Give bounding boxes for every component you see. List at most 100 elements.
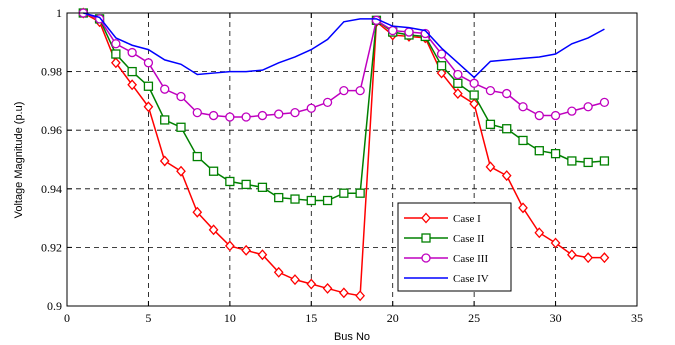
data-point-case-ii: [241, 179, 251, 190]
series-case-iv: [83, 12, 605, 79]
data-point-case-i: [469, 98, 480, 110]
data-point-case-ii: [143, 81, 154, 91]
data-point-case-iii: [143, 58, 154, 68]
y-tick-label: 1: [56, 6, 62, 20]
data-point-case-iii: [208, 110, 219, 121]
legend-item-case-i: Case I: [404, 212, 481, 225]
x-tick-label: 0: [64, 311, 70, 325]
legend-marker: [421, 253, 431, 263]
data-point-case-ii: [274, 192, 284, 203]
data-point-case-i: [322, 282, 333, 294]
data-point-case-i: [355, 290, 366, 302]
plot-frame: [66, 12, 638, 307]
x-tick-label: 10: [224, 311, 236, 325]
data-point-case-ii: [225, 176, 235, 187]
data-point-case-i: [338, 287, 349, 299]
data-point-case-i: [306, 278, 317, 290]
data-point-case-i: [110, 57, 121, 69]
data-point-case-ii: [208, 166, 219, 176]
legend-label: Case IV: [453, 273, 489, 285]
data-point-case-i: [485, 161, 496, 173]
grid-lines: [67, 13, 637, 306]
data-point-case-iii: [502, 88, 512, 99]
data-point-case-i: [192, 206, 203, 218]
data-point-case-iii: [534, 110, 544, 121]
data-point-case-i: [176, 165, 186, 177]
data-point-case-iii: [290, 107, 300, 118]
legend-marker: [421, 233, 431, 243]
data-point-case-iii: [192, 107, 202, 118]
data-point-case-ii: [550, 148, 561, 159]
data-point-case-ii: [355, 188, 365, 198]
data-point-case-iii: [518, 102, 528, 112]
data-point-case-i: [534, 227, 545, 239]
data-point-case-ii: [306, 195, 316, 206]
x-tick-label: 5: [145, 311, 151, 325]
axis-ticks: 0 5 10 15 20 25 30 35 0.9 0.92 0.94 0.96 0.98 1: [41, 6, 643, 325]
y-tick-label: 0.96: [41, 123, 62, 137]
data-point-case-i: [241, 244, 252, 256]
data-point-case-iii: [567, 106, 577, 116]
y-tick-label: 0.98: [41, 65, 62, 79]
data-point-case-ii: [502, 124, 512, 134]
data-point-case-i: [208, 224, 219, 236]
data-point-case-iii: [583, 102, 593, 112]
legend-item-case-iv: Case IV: [404, 273, 489, 285]
x-tick-label: 30: [550, 311, 562, 325]
data-point-case-ii: [453, 78, 463, 88]
y-axis-label: Voltage Magnitude (p.u): [13, 102, 25, 219]
data-point-case-ii: [599, 156, 610, 166]
data-point-case-i: [501, 170, 512, 182]
data-point-case-iii: [388, 25, 398, 36]
data-point-case-i: [143, 101, 154, 113]
data-point-case-ii: [257, 182, 268, 192]
legend-item-case-iii: Case III: [404, 253, 488, 265]
data-point-case-ii: [567, 156, 577, 166]
data-point-case-i: [599, 252, 610, 264]
plot-area: [67, 13, 637, 306]
data-point-case-iii: [306, 103, 316, 113]
data-point-case-i: [518, 202, 528, 214]
data-point-case-iii: [339, 85, 349, 96]
x-tick-label: 20: [387, 311, 399, 325]
data-point-case-ii: [485, 119, 496, 129]
x-tick-label: 15: [305, 311, 317, 325]
x-tick-label: 35: [631, 311, 643, 325]
data-point-case-i: [257, 249, 268, 261]
data-point-case-ii: [176, 122, 186, 132]
data-point-case-ii: [469, 90, 479, 100]
data-point-case-iii: [241, 112, 251, 122]
data-point-case-iii: [274, 109, 284, 119]
data-point-case-i: [566, 249, 577, 261]
data-point-case-iii: [322, 97, 333, 108]
data-point-case-iii: [436, 49, 447, 59]
data-point-case-iii: [453, 69, 463, 80]
series-layer: [78, 7, 610, 302]
data-point-case-i: [436, 67, 447, 79]
data-point-case-iii: [176, 91, 186, 102]
data-point-case-i: [159, 155, 170, 167]
series-case-iii: [78, 8, 610, 122]
data-point-case-iii: [111, 39, 121, 49]
data-point-case-iii: [420, 28, 430, 39]
data-point-case-ii: [339, 188, 349, 198]
data-point-case-ii: [127, 66, 137, 77]
data-point-case-iii: [404, 27, 414, 37]
data-point-case-ii: [534, 146, 544, 156]
x-tick-label: 25: [468, 311, 480, 325]
data-point-case-iii: [355, 85, 365, 96]
data-point-case-iii: [160, 84, 170, 94]
data-point-case-ii: [322, 195, 333, 206]
data-point-case-iii: [550, 110, 561, 121]
data-point-case-ii: [192, 151, 202, 162]
data-point-case-iii: [469, 78, 479, 88]
data-point-case-iii: [127, 47, 137, 58]
data-point-case-ii: [583, 157, 593, 168]
legend-item-case-ii: Case II: [404, 233, 485, 245]
data-point-case-iii: [257, 110, 268, 121]
series-line-case-iv: [83, 12, 605, 79]
data-point-case-ii: [111, 49, 121, 59]
data-point-case-i: [452, 88, 463, 100]
legend: Case I Case II Case III Case IV: [397, 202, 512, 292]
